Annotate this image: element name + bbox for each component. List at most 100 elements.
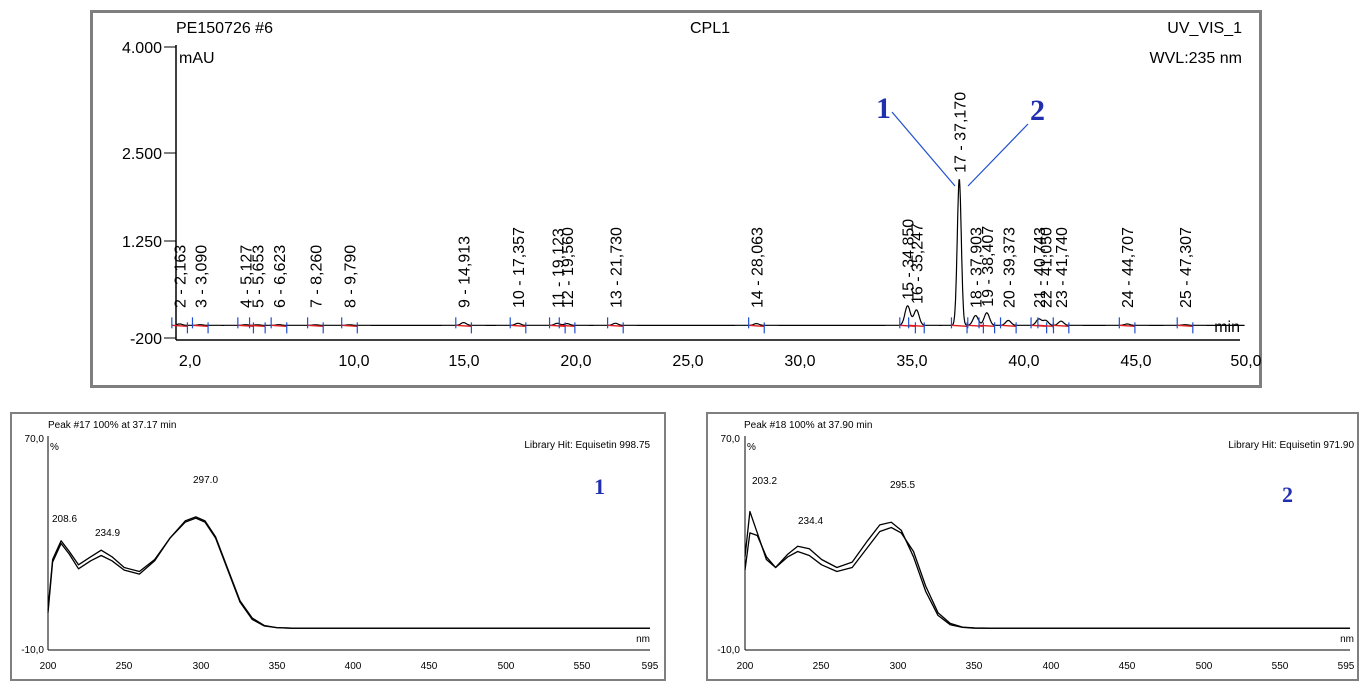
x-tick-label: 250 xyxy=(116,661,133,672)
callout-label-1: 1 xyxy=(876,92,891,125)
peak-label: 16 - 35,247 xyxy=(909,223,926,304)
callout-line-1 xyxy=(891,111,956,187)
x-tick-label: 400 xyxy=(345,661,362,672)
spectrum-2-y-bottom: -10,0 xyxy=(717,645,740,656)
x-tick-label: 35,0 xyxy=(896,353,927,370)
peak-label: 12 - 19,560 xyxy=(560,227,577,308)
peak-label: 22 - 41,050 xyxy=(1039,227,1056,308)
baseline-segment xyxy=(1177,324,1193,328)
x-tick-label: 300 xyxy=(890,661,907,672)
baseline-segment xyxy=(967,324,984,328)
baseline-segment xyxy=(1000,324,1017,328)
y-tick-labels: 4.000 2.500 1.250 -200 xyxy=(122,40,176,348)
spectrum-2-label: 2 xyxy=(1282,482,1293,507)
x-tick-label: 15,0 xyxy=(448,353,479,370)
x-tick-label: 25,0 xyxy=(672,353,703,370)
peak-label: 2 - 2,163 xyxy=(173,245,190,308)
y-tick-label: 4.000 xyxy=(122,40,162,57)
peak-label: 18 - 37,903 xyxy=(969,227,986,308)
y-unit: mAU xyxy=(179,50,215,67)
peak-label: 6 - 6,623 xyxy=(272,245,289,308)
baseline-segment xyxy=(607,324,624,328)
baseline-segment xyxy=(1053,324,1069,328)
x-tick-label: 20,0 xyxy=(560,353,591,370)
peak-label: 10 - 17,357 xyxy=(511,227,528,308)
x-tick-label: 450 xyxy=(1119,661,1136,672)
x-tick-label: 550 xyxy=(574,661,591,672)
baseline-segment xyxy=(455,324,472,328)
spectrum-2-max-label: 203.2 xyxy=(752,476,777,487)
spectrum-trace xyxy=(47,516,650,629)
x-tick-label: 30,0 xyxy=(784,353,815,370)
spectrum-2-y-top: 70,0 xyxy=(721,434,741,445)
spectrum-2-max-label: 234.4 xyxy=(798,516,823,527)
peak-label: 25 - 47,307 xyxy=(1178,227,1195,308)
baseline-segment xyxy=(978,324,995,328)
x-tick-label: 400 xyxy=(1043,661,1060,672)
peak-label: 23 - 41,740 xyxy=(1054,227,1071,308)
y-tick-label: -200 xyxy=(130,331,162,348)
x-tick-label: 500 xyxy=(1196,661,1213,672)
baseline-segment xyxy=(341,324,358,328)
baseline-segment xyxy=(951,324,968,328)
baseline-segment xyxy=(192,324,209,328)
x-tick-label: 500 xyxy=(498,661,515,672)
baseline-segment xyxy=(237,324,254,328)
spectrum-trace xyxy=(744,526,1350,629)
x-tick-label: 350 xyxy=(966,661,983,672)
baseline-segment xyxy=(307,324,324,328)
x-tick-label: 250 xyxy=(813,661,830,672)
spectrum-1-y-top: 70,0 xyxy=(25,434,45,445)
peak-label: 24 - 44,707 xyxy=(1120,227,1137,308)
spectrum-1-y-bottom: -10,0 xyxy=(21,645,44,656)
peak-label: 8 - 9,790 xyxy=(342,245,359,308)
spectrum-2-header: Peak #18 100% at 37.90 min xyxy=(744,420,872,431)
detector-name: UV_VIS_1 xyxy=(1167,20,1242,37)
spectrum-1-x-ticks: 200 250 300 350 400 450 500 550 595 xyxy=(40,661,659,672)
x-tick-label: 200 xyxy=(737,661,754,672)
spectrum-1-max-label: 297.0 xyxy=(193,475,218,486)
baseline-segment xyxy=(908,324,925,328)
spectrum-1-header: Peak #17 100% at 37.17 min xyxy=(48,420,176,431)
peak-label: 17 - 37,170 xyxy=(952,92,969,173)
callout-label-2: 2 xyxy=(1030,94,1045,127)
x-unit: min xyxy=(1214,319,1240,336)
baseline-segment xyxy=(559,324,575,328)
peak-label: 19 - 38,407 xyxy=(980,226,997,307)
x-tick-label: 550 xyxy=(1272,661,1289,672)
peak-label: 13 - 21,730 xyxy=(608,227,625,308)
peak-label: 21 - 40,743 xyxy=(1032,227,1049,308)
baseline-segment xyxy=(171,324,188,328)
peak-label: 3 - 3,090 xyxy=(193,245,210,308)
x-tick-label: 595 xyxy=(1338,661,1355,672)
peak-label: 20 - 39,373 xyxy=(1001,227,1018,308)
callout-line-2 xyxy=(967,123,1029,187)
baseline-segment xyxy=(1037,324,1054,328)
x-tick-label: 10,0 xyxy=(338,353,369,370)
peak-label: 5 - 5,653 xyxy=(250,245,267,308)
spectrum-trace xyxy=(744,510,1350,629)
peak-label: 4 - 5,127 xyxy=(239,245,256,308)
baseline-segment xyxy=(510,324,526,328)
x-tick-label: 300 xyxy=(193,661,210,672)
spectrum-1-max-label: 234.9 xyxy=(95,528,120,539)
spectrum-2-x-ticks: 200 250 300 350 400 450 500 550 595 xyxy=(737,661,1355,672)
x-tick-label: 350 xyxy=(269,661,286,672)
spectrum-1-label: 1 xyxy=(594,474,605,499)
x-tick-label: 50,0 xyxy=(1230,353,1261,370)
x-tick-label: 45,0 xyxy=(1120,353,1151,370)
spectrum-2-max-label: 295.5 xyxy=(890,480,915,491)
x-tick-label: 595 xyxy=(642,661,659,672)
spectrum-2-plot xyxy=(744,510,1350,629)
baseline-segment xyxy=(1119,324,1135,328)
spectrum-1-library-hit: Library Hit: Equisetin 998.75 xyxy=(524,440,650,451)
chromatogram-trace xyxy=(175,179,1245,326)
wavelength-label: WVL:235 nm xyxy=(1150,50,1242,67)
spectrum-1-plot xyxy=(47,516,650,629)
spectrum-1-x-unit: nm xyxy=(636,634,650,645)
peak-label: 7 - 8,260 xyxy=(308,245,325,308)
